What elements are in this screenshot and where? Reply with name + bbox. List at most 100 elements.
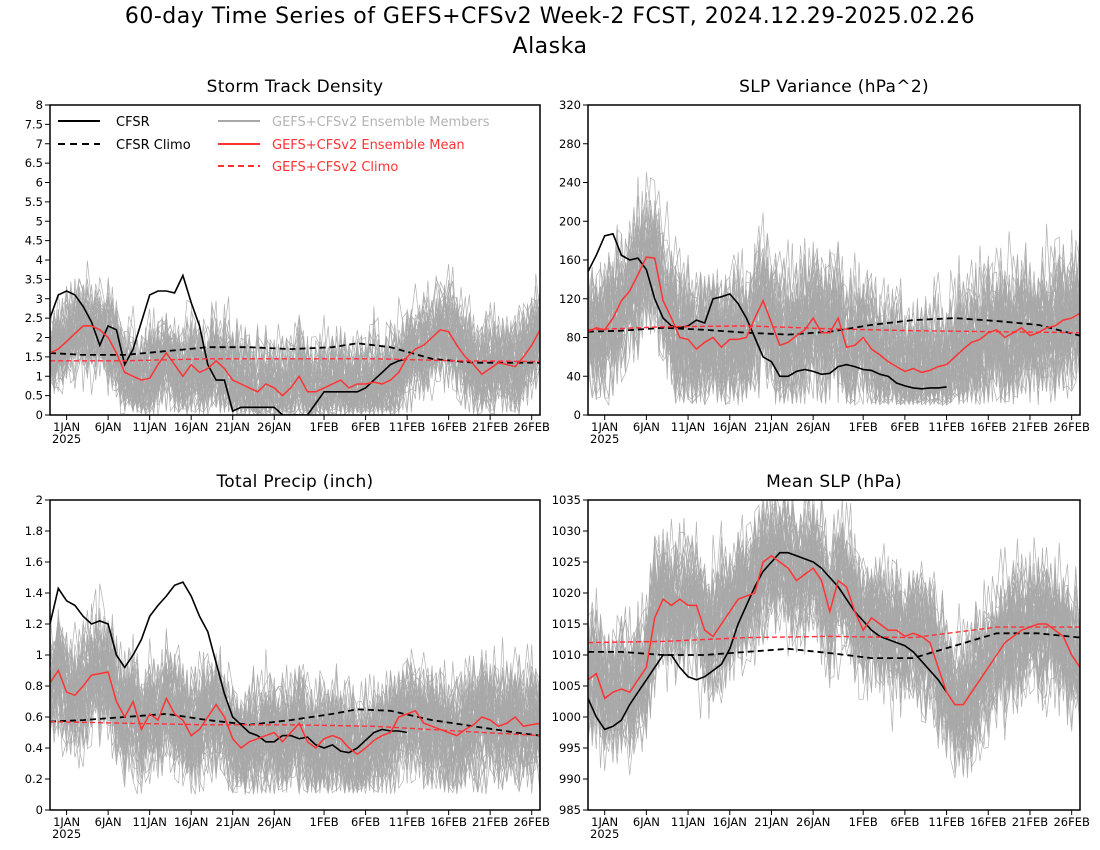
mslp-y-tick-label: 985: [559, 803, 581, 817]
slpvar-x-tick-label: 16FEB: [970, 420, 1007, 434]
std-x-tick-label: 26JAN: [257, 420, 291, 434]
mslp-x-tick-label: 26JAN: [796, 815, 830, 829]
precip-x-year-label: 2025: [52, 827, 81, 841]
slp-variance-panel: SLP Variance (hPa^2) 0 40 80 120 160 200 240 280…: [559, 77, 1090, 446]
std-x-tick-label: 11FEB: [389, 420, 426, 434]
precip-ensemble-members: [50, 583, 540, 795]
total-precip-panel: Total Precip (inch) 0 0.2 0.4 0.6 0.8 1 1.2 1.4 1…: [25, 472, 550, 841]
mslp-cfsr-climo-line: [588, 632, 1080, 659]
slpvar-member-line: [588, 227, 1080, 405]
precip-ens-mean-line: [50, 668, 540, 756]
precip-y-tick-label: 0.2: [25, 772, 43, 786]
figure-title: 60-day Time Series of GEFS+CFSv2 Week-2 …: [124, 4, 976, 29]
mslp-y-tick-label: 1005: [552, 679, 581, 693]
slpvar-plot-frame: [587, 104, 1081, 416]
precip-plot-frame: [49, 499, 541, 811]
precip-x-tick-label: 6FEB: [351, 815, 380, 829]
precip-cfsr-line: [50, 581, 408, 754]
std-y-tick-label: 7.5: [25, 117, 43, 131]
mslp-y-tick-label: 1030: [552, 524, 581, 538]
mslp-member-line: [588, 500, 1080, 742]
legend: CFSR CFSR Climo GEFS+CFSv2 Ensemble Memb…: [58, 115, 490, 175]
mslp-ens-mean-line: [588, 554, 1080, 706]
std-x-tick-label: 6FEB: [351, 420, 380, 434]
legend-members-label: GEFS+CFSv2 Ensemble Members: [272, 115, 490, 130]
precip-x-tick-label: 26JAN: [257, 815, 291, 829]
mslp-x-tick-label: 16JAN: [713, 815, 747, 829]
mslp-x-tick-label: 11JAN: [671, 815, 705, 829]
mslp-member-line: [588, 500, 1080, 722]
mslp-x-tick-label: 1FEB: [849, 815, 878, 829]
slpvar-y-tick-label: 320: [559, 98, 581, 112]
slpvar-cfsr-line: [588, 232, 947, 390]
mslp-x-tick-label: 6JAN: [633, 815, 660, 829]
mslp-member-line: [588, 500, 1080, 779]
std-member-line: [50, 273, 540, 414]
mslp-x-tick-label: 11FEB: [928, 815, 965, 829]
slpvar-x-tick-label: 21JAN: [754, 420, 788, 434]
precip-x-tick-label: 16JAN: [174, 815, 208, 829]
slpvar-y-tick-label: 40: [566, 369, 581, 383]
slpvar-y-tick-label: 120: [559, 292, 581, 306]
slpvar-x-tick-label: 6FEB: [890, 420, 919, 434]
slpvar-y-tick-label: 280: [559, 137, 581, 151]
precip-x-tick-label: 6JAN: [95, 815, 122, 829]
slpvar-y-tick-label: 0: [574, 408, 581, 422]
mslp-x-tick-label: 1JAN: [591, 815, 618, 829]
std-y-tick-label: 1.5: [25, 350, 43, 364]
std-y-tick-label: 4.5: [25, 234, 43, 248]
std-y-tick-label: 5: [36, 214, 43, 228]
slpvar-x-tick-label: 21FEB: [1012, 420, 1049, 434]
mslp-x-tick-label: 21JAN: [754, 815, 788, 829]
std-x-tick-label: 21JAN: [216, 420, 250, 434]
std-plot-frame: [49, 104, 541, 416]
mslp-member-line: [588, 506, 1080, 758]
std-y-tick-label: 6: [36, 176, 43, 190]
slpvar-y-tick-label: 160: [559, 253, 581, 267]
precip-x-tick-label: 1FEB: [310, 815, 339, 829]
std-x-tick-label: 16FEB: [430, 420, 467, 434]
slpvar-x-tick-label: 11JAN: [671, 420, 705, 434]
precip-cfsr-climo-line: [50, 708, 540, 737]
slpvar-x-tick-label: 26FEB: [1053, 420, 1090, 434]
precip-y-tick-label: 1.4: [25, 586, 43, 600]
mslp-x-tick-label: 6FEB: [890, 815, 919, 829]
std-y-tick-label: 3: [36, 292, 43, 306]
mslp-y-tick-label: 995: [559, 741, 581, 755]
slpvar-y-tick-label: 80: [566, 331, 581, 345]
slpvar-member-line: [588, 225, 1080, 403]
legend-gefs-climo-label: GEFS+CFSv2 Climo: [272, 160, 398, 175]
slpvar-x-tick-label: 1JAN: [591, 420, 618, 434]
slpvar-panel-title: SLP Variance (hPa^2): [739, 77, 929, 97]
std-y-tick-label: 0: [36, 408, 43, 422]
slpvar-member-line: [588, 226, 1080, 399]
std-ensemble-members: [50, 260, 540, 415]
mslp-y-tick-label: 1020: [552, 586, 581, 600]
storm-track-density-panel: Storm Track Density 0 0.5 1 1.5 2 2.5 3 3.5 4 4.5 5…: [25, 77, 550, 446]
slpvar-member-line: [588, 215, 1080, 402]
mslp-panel-title: Mean SLP (hPa): [766, 472, 902, 492]
precip-x-tick-label: 11FEB: [389, 815, 426, 829]
precip-x-tick-label: 16FEB: [430, 815, 467, 829]
mslp-y-tick-label: 1000: [552, 710, 581, 724]
std-x-tick-label: 16JAN: [174, 420, 208, 434]
std-x-tick-label: 6JAN: [95, 420, 122, 434]
precip-member-line: [50, 623, 540, 789]
precip-y-tick-label: 0.8: [25, 679, 43, 693]
slpvar-x-tick-label: 1FEB: [849, 420, 878, 434]
slpvar-y-tick-label: 240: [559, 176, 581, 190]
mslp-ensemble-members: [588, 500, 1080, 779]
std-y-tick-label: 2: [36, 331, 43, 345]
std-x-tick-label: 26FEB: [513, 420, 550, 434]
precip-panel-title: Total Precip (inch): [216, 472, 374, 492]
mslp-x-tick-label: 26FEB: [1053, 815, 1090, 829]
std-y-tick-label: 6.5: [25, 156, 43, 170]
std-x-tick-label: 1JAN: [53, 420, 80, 434]
mslp-gefs-climo-line: [588, 626, 1080, 644]
std-x-tick-label: 11JAN: [133, 420, 167, 434]
mslp-cfsr-line: [588, 551, 948, 731]
std-member-line: [50, 288, 540, 414]
mslp-y-tick-label: 1035: [552, 493, 581, 507]
precip-x-tick-label: 11JAN: [133, 815, 167, 829]
